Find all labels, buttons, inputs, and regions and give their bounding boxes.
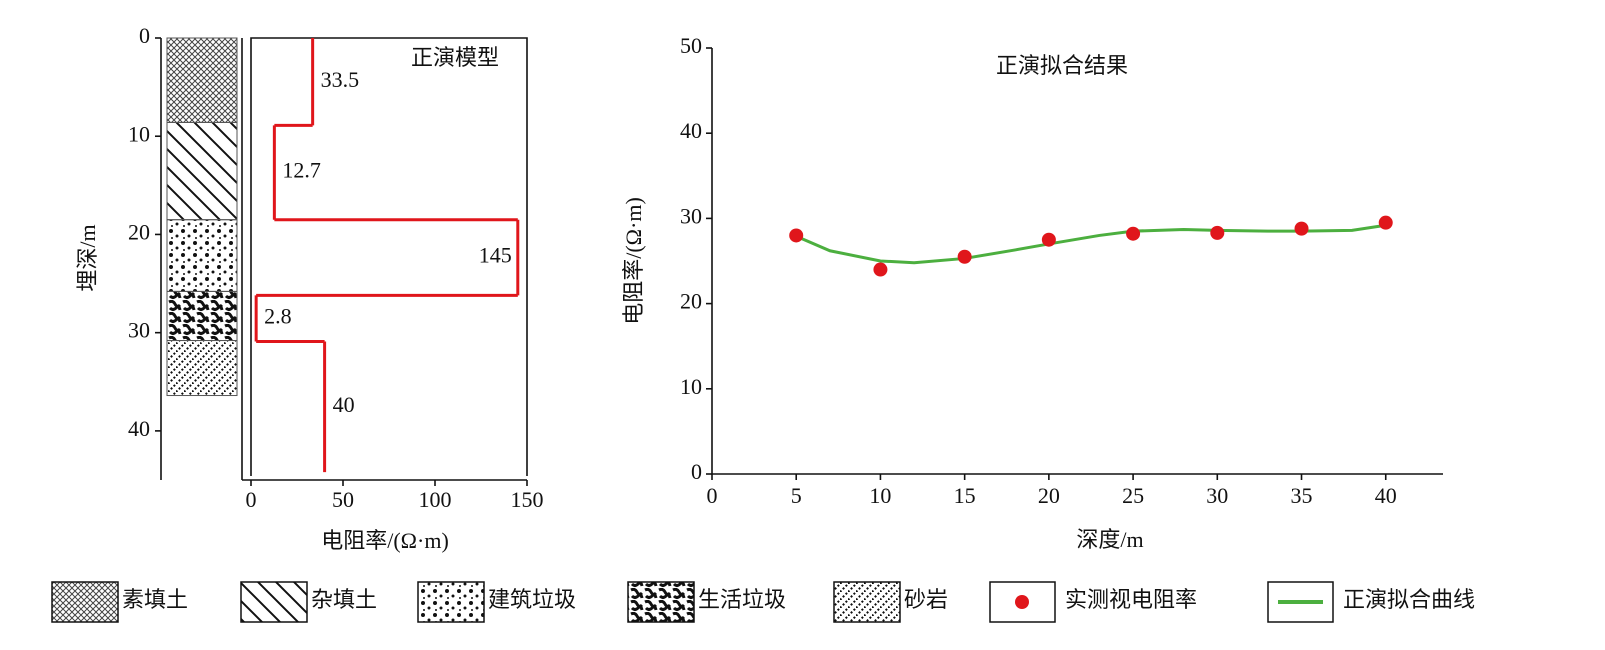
legend-swatch — [240, 581, 308, 623]
data-point — [1210, 225, 1225, 240]
legend-label: 实测视电阻率 — [1065, 587, 1197, 612]
y-tick-label: 10 — [128, 121, 150, 146]
layer — [166, 121, 238, 221]
legend-swatch — [417, 581, 485, 623]
data-point — [1126, 226, 1141, 241]
value-label: 2.8 — [264, 303, 292, 328]
x-tick-label: 25 — [1122, 483, 1144, 508]
data-point — [789, 228, 804, 243]
x-tick-label: 150 — [511, 487, 544, 512]
y-tick-label: 10 — [680, 374, 702, 399]
x-tick-label: 15 — [954, 483, 976, 508]
x-tick-label: 30 — [1206, 483, 1228, 508]
layer — [166, 37, 238, 123]
value-label: 33.5 — [321, 67, 360, 92]
y-tick-label: 20 — [680, 289, 702, 314]
legend-swatch — [627, 581, 695, 623]
y-tick-label: 40 — [128, 416, 150, 441]
legend-label: 素填土 — [122, 587, 188, 612]
x-tick-label: 0 — [707, 483, 718, 508]
data-point — [957, 249, 972, 264]
y-tick-label: 30 — [128, 318, 150, 343]
x-tick-label: 5 — [791, 483, 802, 508]
legend-label: 生活垃圾 — [698, 587, 786, 612]
legend-label: 砂岩 — [904, 587, 948, 612]
y-tick-label: 30 — [680, 203, 702, 228]
data-point — [1378, 215, 1393, 230]
x-tick-label: 40 — [1375, 483, 1397, 508]
x-tick-label: 20 — [1038, 483, 1060, 508]
layer — [166, 219, 238, 292]
y-tick-label: 20 — [128, 219, 150, 244]
legend-point — [1015, 595, 1029, 609]
panel-title: 正演拟合结果 — [996, 53, 1128, 78]
legend-label: 正演拟合曲线 — [1343, 587, 1475, 612]
data-point — [873, 262, 888, 277]
data-point — [1041, 232, 1056, 247]
y-tick-label: 0 — [691, 459, 702, 484]
value-label: 145 — [479, 243, 512, 268]
x-axis-label: 电阻率/(Ω·m) — [321, 528, 449, 553]
panel-title: 正演模型 — [411, 45, 499, 70]
x-tick-label: 50 — [332, 487, 354, 512]
y-tick-label: 40 — [680, 118, 702, 143]
legend-label: 杂填土 — [311, 587, 377, 612]
value-label: 40 — [333, 392, 355, 417]
data-point — [1294, 221, 1309, 236]
x-tick-label: 100 — [419, 487, 452, 512]
fit-line — [795, 223, 1386, 265]
y-axis-label: 电阻率/(Ω·m) — [621, 197, 646, 325]
y-tick-label: 50 — [680, 33, 702, 58]
legend-swatch — [51, 581, 119, 623]
y-tick-label: 0 — [139, 23, 150, 48]
layer — [166, 340, 238, 397]
x-tick-label: 0 — [246, 487, 257, 512]
x-axis-label: 深度/m — [1076, 527, 1143, 552]
x-tick-label: 35 — [1291, 483, 1313, 508]
axis — [711, 48, 1443, 475]
axis — [160, 37, 528, 481]
value-label: 12.7 — [282, 158, 321, 183]
y-axis-label: 埋深/m — [75, 224, 100, 291]
legend-swatch — [833, 581, 901, 623]
x-tick-label: 10 — [869, 483, 891, 508]
layer — [166, 290, 238, 342]
legend-label: 建筑垃圾 — [488, 587, 576, 612]
